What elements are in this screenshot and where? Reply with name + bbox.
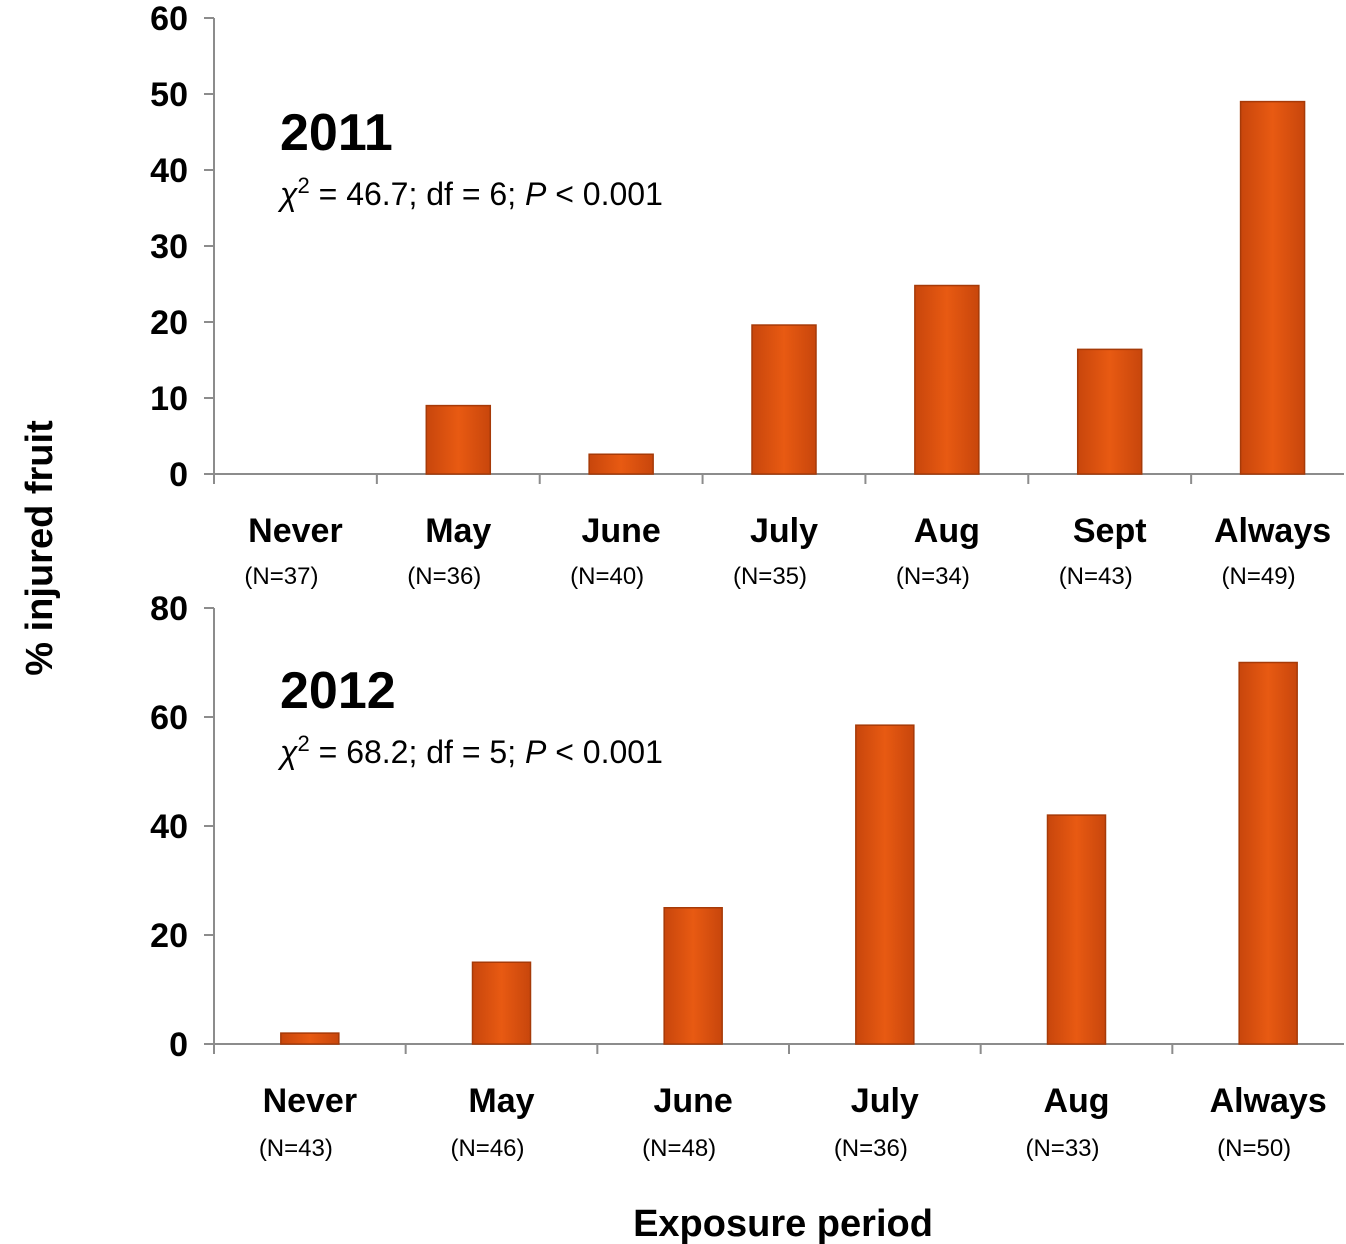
x-category-label: Aug xyxy=(1043,1082,1109,1120)
x-category-label: June xyxy=(653,1082,732,1120)
x-category-label: Always xyxy=(1214,512,1331,550)
y-tick-label: 20 xyxy=(150,304,188,342)
bar-july xyxy=(751,324,817,475)
y-tick-label: 0 xyxy=(169,456,188,494)
bar-june xyxy=(588,453,654,475)
x-category-label: Sept xyxy=(1073,512,1147,550)
bar-june xyxy=(663,907,723,1045)
year-annotation: 2012 xyxy=(280,662,396,720)
y-tick-label: 40 xyxy=(150,808,188,846)
x-category-label: Never xyxy=(263,1082,358,1120)
bar-july xyxy=(855,724,915,1045)
y-tick-label: 10 xyxy=(150,380,188,418)
x-category-label: June xyxy=(581,512,660,550)
x-category-label: July xyxy=(851,1082,919,1120)
y-axis-title: % injured fruit xyxy=(19,420,61,676)
bar-aug xyxy=(1046,814,1107,1045)
sample-size-label: (N=43) xyxy=(259,1135,333,1162)
bar-always xyxy=(1238,661,1298,1045)
sample-size-label: (N=34) xyxy=(896,563,970,590)
chi-square-annotation: χ2 = 68.2; df = 5; P < 0.001 xyxy=(277,731,663,770)
sample-size-label: (N=46) xyxy=(450,1135,524,1162)
x-category-label: Always xyxy=(1210,1082,1327,1120)
bar-always xyxy=(1239,100,1306,475)
y-tick-label: 80 xyxy=(150,590,188,628)
x-category-label: July xyxy=(750,512,818,550)
sample-size-label: (N=37) xyxy=(244,563,318,590)
panel-2012: 0 20 40 60 80 Never (N=43) May (N=46) June (N=48) J… xyxy=(150,590,1344,1162)
panel-2011: 0 10 20 30 40 50 60 Never (N=37) May (N=36) June (N=… xyxy=(150,0,1344,590)
sample-size-label: (N=36) xyxy=(407,563,481,590)
chi-square-annotation: χ2 = 46.7; df = 6; P < 0.001 xyxy=(277,173,663,212)
x-category-label: Never xyxy=(248,512,343,550)
bar-may xyxy=(425,404,492,475)
y-tick-label: 60 xyxy=(150,0,188,38)
y-tick-label: 40 xyxy=(150,152,188,190)
x-category-label: May xyxy=(425,512,491,550)
sample-size-label: (N=35) xyxy=(733,563,807,590)
y-tick-label: 60 xyxy=(150,699,188,737)
y-tick-label: 0 xyxy=(169,1026,188,1064)
x-axis-title: Exposure period xyxy=(633,1203,933,1244)
sample-size-label: (N=50) xyxy=(1217,1135,1291,1162)
sample-size-label: (N=36) xyxy=(834,1135,908,1162)
sample-size-label: (N=49) xyxy=(1222,563,1296,590)
x-category-label: Aug xyxy=(914,512,980,550)
y-tick-label: 30 xyxy=(150,228,188,266)
bar-aug xyxy=(914,284,980,475)
bar-may xyxy=(471,961,532,1045)
y-tick-label: 50 xyxy=(150,76,188,114)
x-category-label: May xyxy=(468,1082,534,1120)
sample-size-label: (N=48) xyxy=(642,1135,716,1162)
y-tick-label: 20 xyxy=(150,917,188,955)
sample-size-label: (N=43) xyxy=(1059,563,1133,590)
sample-size-label: (N=33) xyxy=(1025,1135,1099,1162)
sample-size-label: (N=40) xyxy=(570,563,644,590)
year-annotation: 2011 xyxy=(280,104,393,162)
bar-never xyxy=(280,1032,340,1045)
bar-sept xyxy=(1076,348,1143,475)
